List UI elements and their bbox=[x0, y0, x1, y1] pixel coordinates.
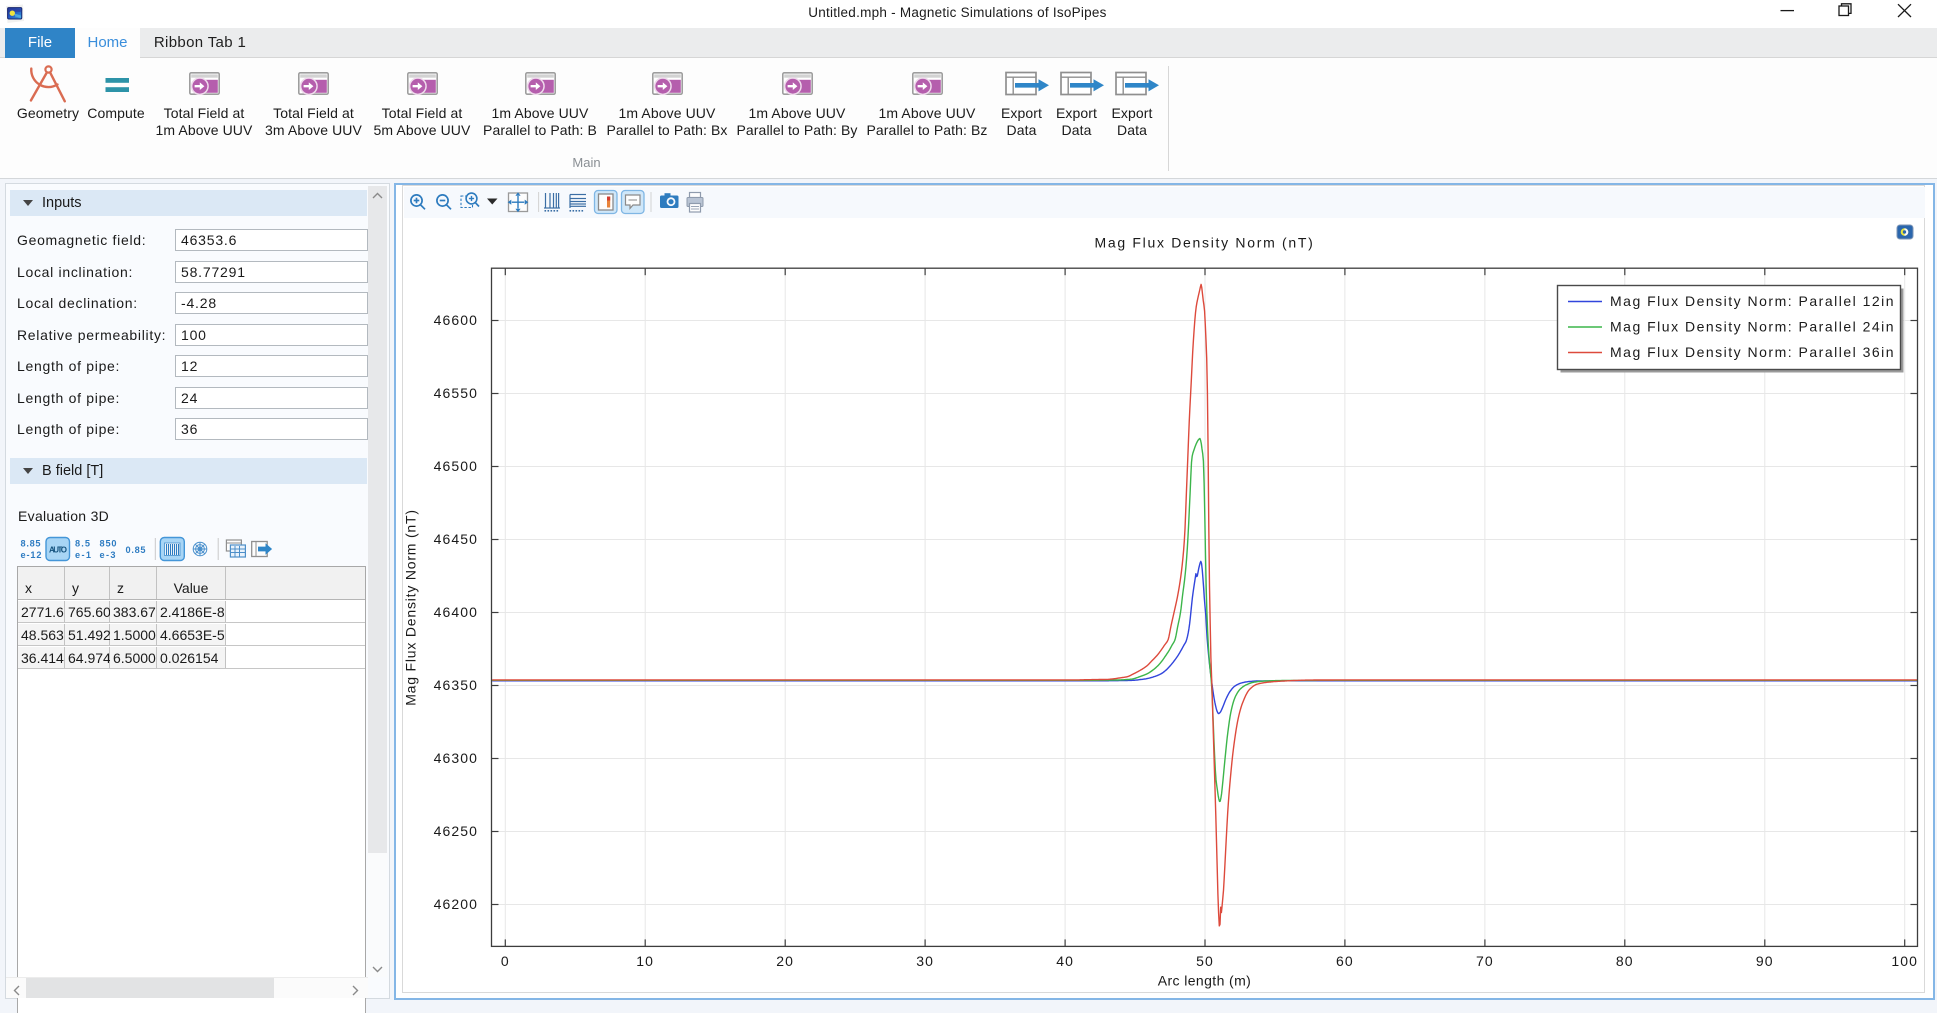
svg-text:46550: 46550 bbox=[434, 385, 478, 401]
svg-text:AUTO: AUTO bbox=[49, 546, 67, 555]
svg-text:Mag Flux Density Norm (nT): Mag Flux Density Norm (nT) bbox=[1094, 235, 1314, 251]
svg-text:46250: 46250 bbox=[434, 823, 478, 839]
svg-text:46300: 46300 bbox=[434, 750, 478, 766]
svg-text:60: 60 bbox=[1336, 953, 1354, 969]
svg-text:Mag Flux Density Norm (nT): Mag Flux Density Norm (nT) bbox=[403, 509, 419, 706]
svg-text:Mag Flux Density Norm: Paralle: Mag Flux Density Norm: Parallel 24in bbox=[1610, 319, 1895, 335]
svg-text:e-1: e-1 bbox=[75, 550, 91, 560]
svg-text:50: 50 bbox=[1196, 953, 1214, 969]
svg-text:46500: 46500 bbox=[434, 458, 478, 474]
svg-text:70: 70 bbox=[1476, 953, 1494, 969]
svg-text:46200: 46200 bbox=[434, 896, 478, 912]
svg-text:Arc length (m): Arc length (m) bbox=[1158, 973, 1252, 989]
svg-text:46600: 46600 bbox=[434, 312, 478, 328]
svg-text:e-12: e-12 bbox=[21, 550, 42, 560]
svg-text:850: 850 bbox=[100, 539, 117, 549]
svg-text:30: 30 bbox=[916, 953, 934, 969]
svg-text:Mag Flux Density Norm: Paralle: Mag Flux Density Norm: Parallel 36in bbox=[1610, 344, 1895, 360]
svg-text:8.5: 8.5 bbox=[75, 539, 90, 549]
svg-text:e-3: e-3 bbox=[100, 550, 116, 560]
svg-text:46350: 46350 bbox=[434, 677, 478, 693]
svg-text:46400: 46400 bbox=[434, 604, 478, 620]
svg-text:90: 90 bbox=[1756, 953, 1774, 969]
svg-text:46450: 46450 bbox=[434, 531, 478, 547]
svg-text:0: 0 bbox=[501, 953, 510, 969]
svg-text:10: 10 bbox=[636, 953, 654, 969]
svg-text:80: 80 bbox=[1616, 953, 1634, 969]
svg-text:40: 40 bbox=[1056, 953, 1074, 969]
svg-text:100: 100 bbox=[1891, 953, 1918, 969]
svg-text:20: 20 bbox=[776, 953, 794, 969]
svg-text:Mag Flux Density Norm: Paralle: Mag Flux Density Norm: Parallel 12in bbox=[1610, 293, 1895, 309]
svg-text:8.85: 8.85 bbox=[21, 539, 41, 549]
svg-text:0.85: 0.85 bbox=[126, 545, 146, 555]
